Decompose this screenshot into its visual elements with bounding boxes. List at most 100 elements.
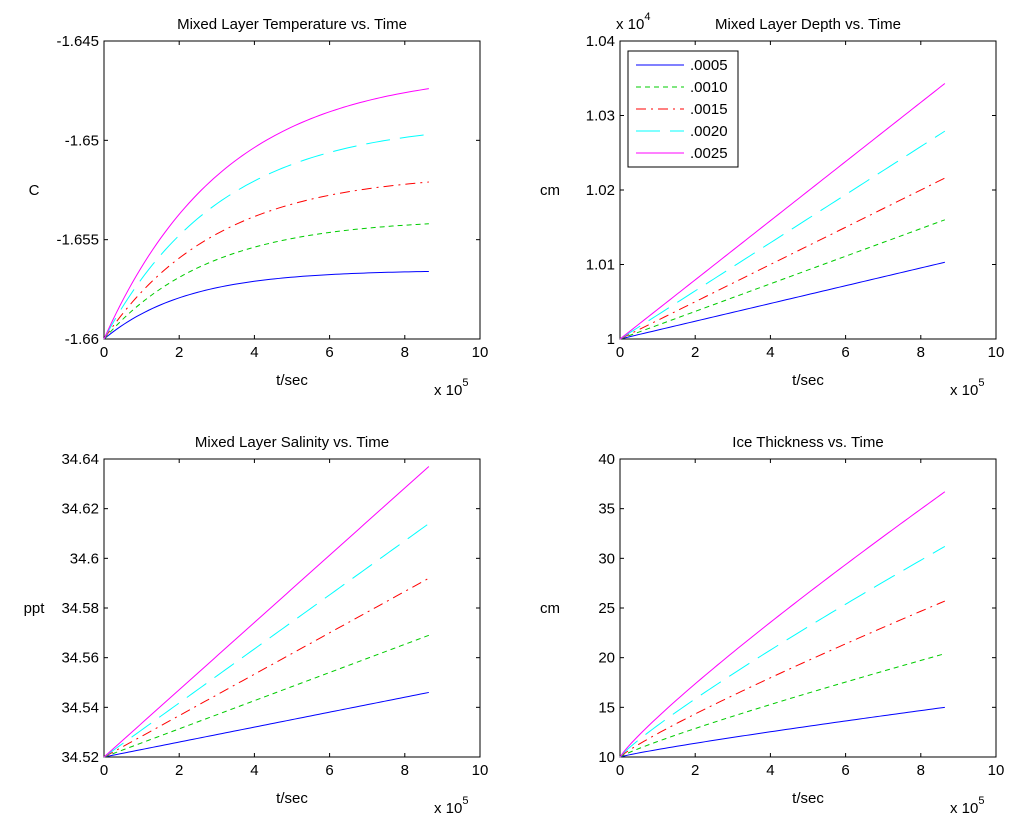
series-line-3: [103, 577, 430, 758]
chart-title: Ice Thickness vs. Time: [732, 434, 883, 451]
y-tick-label: 34.6: [70, 550, 99, 567]
x-exponent-power: 5: [462, 377, 468, 389]
y-axis-label: cm: [540, 182, 560, 199]
series-line-1: [619, 261, 945, 340]
x-axis-label: t/sec: [792, 372, 824, 389]
y-tick-label: -1.65: [65, 132, 99, 149]
legend-entry: .0010: [690, 79, 728, 96]
subplot-1: Mixed Layer Temperature vs. Time 0 2 4 6 8 10 -…: [29, 16, 489, 399]
y-tick-label: 1.04: [586, 33, 615, 50]
x-exponent-power: 5: [978, 795, 984, 807]
x-tick-label: 2: [175, 344, 183, 361]
x-exponent-base: x 10: [434, 382, 462, 399]
y-tick-label: 40: [598, 451, 615, 468]
subplot-4: Ice Thickness vs. Time 0 2 4 6 8 10 10 15 20 25 30 3…: [540, 434, 1004, 815]
series-line-2: [619, 653, 945, 758]
series-line-5: [103, 88, 429, 340]
y-tick-label: -1.66: [65, 331, 99, 348]
x-exponent-base: x 10: [950, 800, 978, 815]
x-tick-label: 4: [250, 762, 258, 779]
series-line-3: [619, 600, 946, 758]
x-tick-label: 2: [691, 762, 699, 779]
x-tick-label: 4: [250, 344, 258, 361]
series-line-2: [619, 219, 946, 340]
y-tick-label: 1.02: [586, 182, 615, 199]
series-line-1: [103, 270, 429, 340]
x-tick-label: 8: [917, 344, 925, 361]
series-line-4: [103, 133, 429, 340]
x-tick-label: 0: [616, 344, 624, 361]
x-exponent-base: x 10: [950, 382, 978, 399]
x-exponent-label: x 105: [434, 377, 468, 399]
y-exponent-label: x 104: [616, 11, 650, 33]
x-axis-label: t/sec: [276, 790, 308, 807]
x-exponent-base: x 10: [434, 800, 462, 815]
subplot-3: Mixed Layer Salinity vs. Time 0 2 4 6 8 10 34.5…: [24, 434, 489, 815]
x-axis-label: t/sec: [276, 372, 308, 389]
y-exponent-power: 4: [644, 11, 650, 23]
x-tick-label: 6: [325, 344, 333, 361]
legend-entry: .0005: [690, 57, 728, 74]
x-tick-label: 0: [100, 762, 108, 779]
y-exponent-base: x 10: [616, 16, 644, 33]
chart-title: Mixed Layer Temperature vs. Time: [177, 16, 407, 33]
x-tick-label: 0: [616, 762, 624, 779]
x-exponent-label: x 105: [434, 795, 468, 815]
legend-entry: .0020: [690, 123, 728, 140]
x-tick-label: 6: [325, 762, 333, 779]
y-tick-label: 34.54: [61, 699, 99, 716]
series-line-2: [103, 223, 429, 340]
series-line-5: [103, 466, 430, 758]
series-line-2: [103, 634, 430, 758]
series-line-5: [619, 83, 946, 340]
x-tick-label: 8: [401, 344, 409, 361]
x-tick-label: 2: [175, 762, 183, 779]
y-tick-label: 34.56: [61, 650, 99, 667]
x-exponent-power: 5: [978, 377, 984, 389]
series-line-3: [619, 177, 946, 340]
x-tick-label: 0: [100, 344, 108, 361]
series-line-4: [619, 130, 946, 340]
y-tick-label: 30: [598, 550, 615, 567]
y-axis-label: C: [29, 182, 40, 199]
series-line-1: [103, 691, 429, 758]
y-tick-label: 35: [598, 501, 615, 518]
x-tick-label: 6: [841, 762, 849, 779]
y-tick-label: 1.03: [586, 108, 615, 125]
x-exponent-label: x 105: [950, 377, 984, 399]
y-tick-label: 10: [598, 749, 615, 766]
x-axis-label: t/sec: [792, 790, 824, 807]
y-tick-label: -1.655: [56, 232, 99, 249]
x-tick-label: 4: [766, 762, 774, 779]
x-tick-label: 6: [841, 344, 849, 361]
x-tick-label: 10: [472, 344, 489, 361]
y-tick-label: 15: [598, 699, 615, 716]
y-tick-label: 34.62: [61, 501, 99, 518]
x-exponent-label: x 105: [950, 795, 984, 815]
x-tick-label: 8: [401, 762, 409, 779]
series-line-1: [619, 706, 945, 758]
chart-title: Mixed Layer Salinity vs. Time: [195, 434, 389, 451]
x-tick-label: 10: [988, 344, 1005, 361]
y-tick-label: 1: [607, 331, 615, 348]
y-axis-label: ppt: [24, 600, 46, 617]
y-tick-label: 1.01: [586, 257, 615, 274]
y-tick-label: 34.64: [61, 451, 99, 468]
x-tick-label: 2: [691, 344, 699, 361]
x-tick-label: 8: [917, 762, 925, 779]
y-tick-label: 34.52: [61, 749, 99, 766]
x-tick-label: 10: [988, 762, 1005, 779]
series-line-5: [619, 491, 946, 758]
y-tick-label: 34.58: [61, 600, 99, 617]
legend: .0005 .0010 .0015 .0020 .0025: [627, 50, 739, 168]
y-tick-label: -1.645: [56, 33, 99, 50]
y-axis-label: cm: [540, 600, 560, 617]
series-line-4: [619, 545, 946, 758]
y-tick-label: 20: [598, 650, 615, 667]
x-tick-label: 4: [766, 344, 774, 361]
chart-title: Mixed Layer Depth vs. Time: [715, 16, 901, 33]
plot-frame: [103, 40, 481, 340]
plot-frame: [103, 458, 481, 758]
subplot-2: Mixed Layer Depth vs. Time 0 2 4 6 8 10 1 1.01 1.…: [540, 11, 1004, 399]
